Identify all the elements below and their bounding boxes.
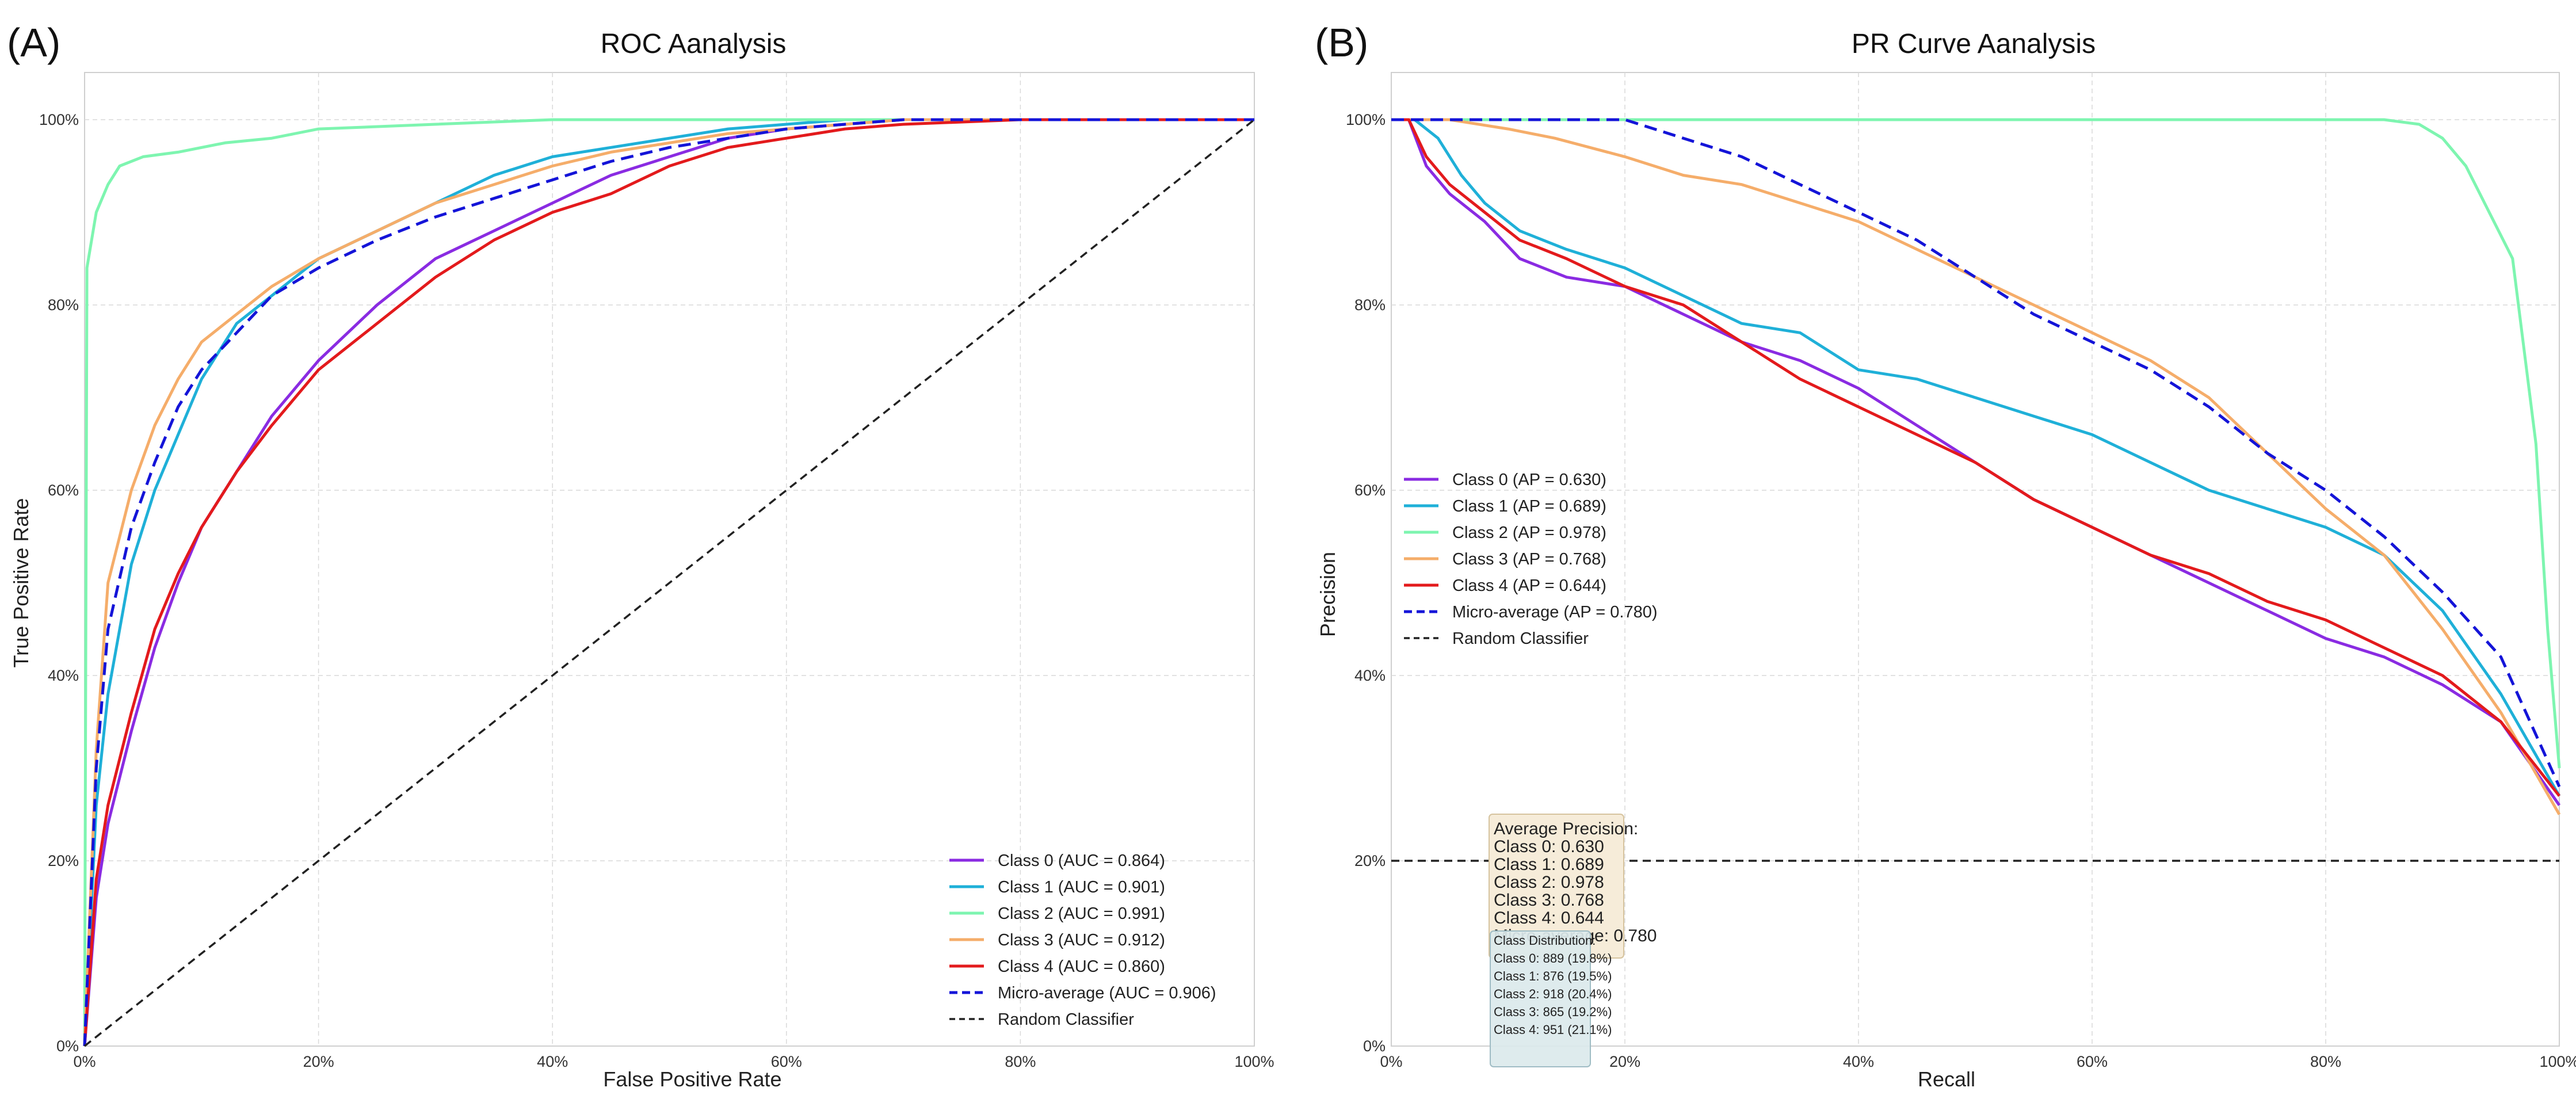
legend-label: Class 1 (AP = 0.689) [1452, 497, 1606, 516]
ap-box-line: Class 3: 0.768 [1494, 891, 1604, 910]
distribution-box-line: Class 2: 918 (20.4%) [1494, 987, 1612, 1001]
plot-frame [84, 72, 1255, 1047]
legend-label: Micro-average (AP = 0.780) [1452, 603, 1658, 621]
x-tick-label: 60% [771, 1053, 802, 1070]
x-tick-label: 0% [73, 1053, 96, 1070]
y-tick-label: 0% [56, 1037, 79, 1055]
ap-box-line: Class 1: 0.689 [1494, 855, 1604, 874]
x-axis-label: False Positive Rate [603, 1067, 781, 1091]
series-line-5 [1391, 118, 2561, 788]
ap-box-line: Class 4: 0.644 [1494, 909, 1604, 928]
series-line-6 [83, 119, 1255, 1047]
legend-label: Class 4 (AUC = 0.860) [998, 957, 1165, 976]
series-line-0 [1391, 118, 2561, 806]
panel-letter: (A) [7, 20, 60, 65]
series-line-5 [83, 118, 1254, 1047]
distribution-box-line: Class 0: 889 (19.8%) [1494, 951, 1612, 966]
legend-label: Class 0 (AUC = 0.864) [998, 852, 1165, 870]
legend-label: Class 4 (AP = 0.644) [1452, 577, 1606, 595]
x-tick-label: 20% [303, 1053, 334, 1070]
y-axis-label: Precision [1316, 552, 1339, 637]
legend-label: Class 0 (AP = 0.630) [1452, 471, 1606, 489]
y-tick-label: 60% [1354, 482, 1386, 499]
y-tick-label: 40% [48, 667, 79, 684]
ap-box-title: Average Precision: [1494, 819, 1638, 838]
x-tick-label: 60% [2077, 1053, 2108, 1070]
x-axis-label: Recall [1918, 1067, 1975, 1091]
legend-label: Class 2 (AUC = 0.991) [998, 905, 1165, 923]
series-line-3 [1391, 118, 2561, 815]
legend-label: Random Classifier [1452, 629, 1589, 648]
x-tick-label: 100% [2539, 1053, 2576, 1070]
y-tick-label: 100% [1346, 111, 1386, 128]
series-line-1 [1391, 118, 2561, 797]
y-tick-label: 100% [39, 111, 79, 128]
x-tick-label: 40% [537, 1053, 568, 1070]
legend-label: Class 3 (AP = 0.768) [1452, 550, 1606, 568]
panel-letter: (B) [1315, 20, 1368, 65]
distribution-box-line: Class 4: 951 (21.1%) [1494, 1022, 1612, 1037]
series-line-2 [83, 118, 1254, 1047]
y-tick-label: 80% [1354, 296, 1386, 314]
ap-box-line: Class 2: 0.978 [1494, 873, 1604, 892]
series-line-4 [1391, 118, 2560, 797]
x-tick-label: 0% [1380, 1053, 1402, 1070]
y-tick-label: 60% [48, 482, 79, 499]
x-tick-label: 100% [1234, 1053, 1274, 1070]
series-line-4 [83, 118, 1254, 1047]
legend-label: Class 3 (AUC = 0.912) [998, 931, 1165, 949]
x-tick-label: 80% [1005, 1053, 1036, 1070]
distribution-box-line: Class 1: 876 (19.5%) [1494, 969, 1612, 983]
chart-title: ROC Aanalysis [601, 29, 787, 59]
y-tick-label: 20% [48, 852, 79, 869]
roc-panel: (A) ROC Aanalysis 0%0% 20% 20% 40% 40% 60% 60% 80… [7, 20, 1274, 1091]
legend-label: Micro-average (AUC = 0.906) [998, 984, 1216, 1002]
y-tick-label: 40% [1354, 667, 1386, 684]
chart-title: PR Curve Aanalysis [1852, 29, 2096, 59]
y-tick-label: 0% [1363, 1037, 1386, 1055]
distribution-box-line: Class 3: 865 (19.2%) [1494, 1005, 1612, 1019]
y-tick-label: 20% [1354, 852, 1386, 869]
legend-label: Random Classifier [998, 1010, 1134, 1029]
y-axis-label: True Positive Rate [9, 498, 33, 668]
legend-label: Class 2 (AP = 0.978) [1452, 524, 1606, 542]
distribution-box-title: Class Distribution: [1494, 933, 1596, 948]
y-tick-label: 80% [48, 296, 79, 314]
x-tick-label: 40% [1843, 1053, 1874, 1070]
series-line-2 [1391, 118, 2561, 769]
x-tick-label: 80% [2310, 1053, 2341, 1070]
distribution-box [1490, 930, 1591, 1067]
legend-label: Class 1 (AUC = 0.901) [998, 878, 1165, 896]
ap-box-line: Class 0: 0.630 [1494, 837, 1604, 856]
x-tick-label: 20% [1609, 1053, 1640, 1070]
pr-panel: (B) PR Curve Aanalysis 0%0% 20% 20% 40% 40% 60%… [1315, 20, 2576, 1091]
